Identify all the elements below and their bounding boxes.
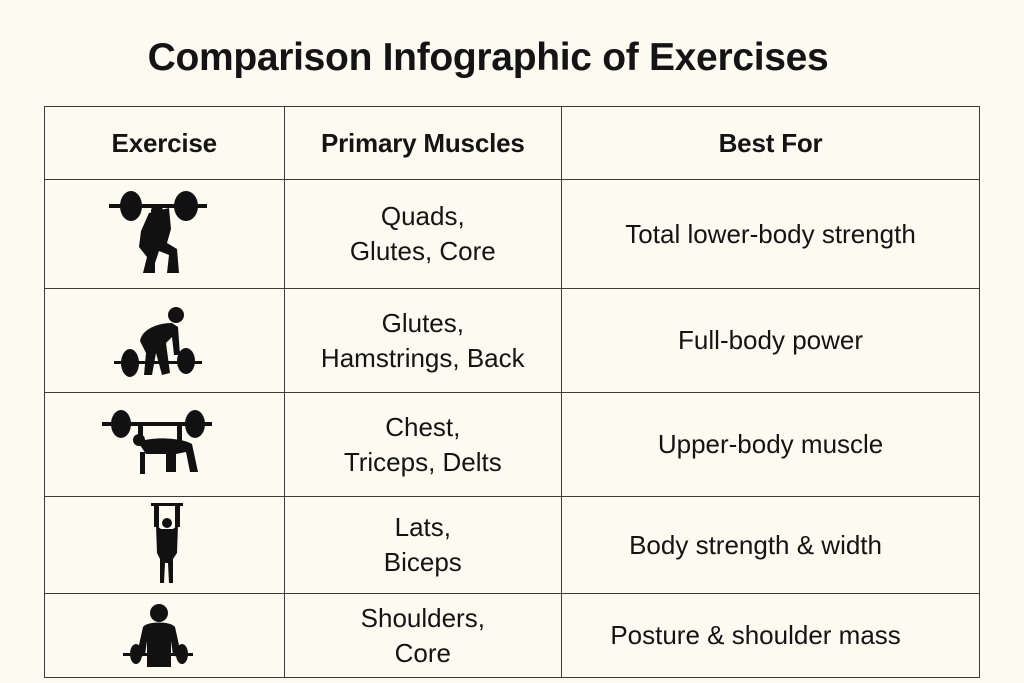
primary-muscles-cell: Shoulders, Core	[283, 593, 563, 678]
exercise-cell	[44, 288, 285, 393]
best-for-text: Total lower-body strength	[625, 218, 916, 249]
muscles-line: Glutes,	[381, 307, 464, 338]
best-for-cell: Body strength & width	[561, 496, 980, 594]
exercise-comparison-table: Exercise Primary Muscles Best For	[44, 106, 980, 678]
primary-muscles-cell: Lats, Biceps	[283, 496, 563, 594]
column-header-exercise: Exercise	[44, 106, 285, 180]
primary-muscles-cell: Chest, Triceps, Delts	[283, 392, 563, 497]
best-for-text: Full-body power	[678, 325, 864, 355]
best-for-cell: Total lower-body strength	[561, 179, 980, 289]
pull-up-icon	[151, 503, 185, 587]
exercise-cell	[44, 496, 285, 594]
exercise-cell	[44, 179, 285, 289]
best-for-cell: Upper-body muscle	[561, 392, 980, 497]
muscles-line: Hamstrings, Back	[320, 342, 525, 373]
muscles-line: Triceps, Delts	[343, 446, 502, 477]
table-header-row: Exercise Primary Muscles Best For	[44, 106, 980, 180]
deadlift-icon	[114, 301, 204, 381]
primary-muscles-cell: Glutes, Hamstrings, Back	[283, 288, 563, 393]
muscles-line: Shoulders,	[360, 602, 485, 633]
exercise-cell	[44, 392, 285, 497]
muscles-line: Core	[394, 637, 451, 668]
column-header-primary-muscles: Primary Muscles	[283, 106, 563, 180]
best-for-text: Body strength & width	[629, 529, 882, 560]
table-row: Quads, Glutes, Core Total lower-body str…	[44, 179, 980, 289]
squat-icon	[109, 191, 209, 277]
best-for-text: Posture & shoulder mass	[610, 620, 901, 650]
table-row: Lats, Biceps Body strength & width	[44, 496, 980, 594]
muscles-line: Glutes, Core	[349, 236, 496, 266]
column-header-best-for: Best For	[561, 106, 980, 180]
best-for-cell: Posture & shoulder mass	[561, 593, 980, 678]
muscles-line: Quads,	[380, 201, 465, 231]
best-for-cell: Full-body power	[561, 288, 980, 393]
muscles-line: Biceps	[383, 547, 462, 577]
muscles-line: Lats,	[394, 512, 451, 542]
table-row: Shoulders, Core Posture & shoulder mass	[44, 593, 980, 678]
bench-press-icon	[102, 409, 214, 480]
page-title: Comparison Infographic of Exercises	[147, 36, 829, 79]
muscles-line: Chest,	[385, 411, 461, 442]
exercise-cell	[44, 593, 285, 678]
table-row: Glutes, Hamstrings, Back Full-body power	[44, 288, 980, 393]
best-for-text: Upper-body muscle	[657, 429, 884, 459]
table-row: Chest, Triceps, Delts Upper-body muscle	[44, 392, 980, 497]
overhead-press-icon	[123, 601, 195, 671]
primary-muscles-cell: Quads, Glutes, Core	[283, 179, 563, 289]
